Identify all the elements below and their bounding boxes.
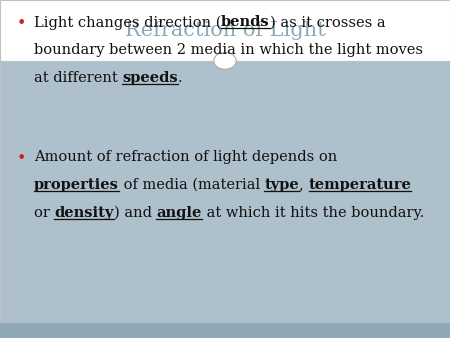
Text: density: density <box>54 206 113 220</box>
Text: of media (material: of media (material <box>119 178 265 192</box>
Text: Amount of refraction of light depends on: Amount of refraction of light depends on <box>34 150 337 164</box>
Text: at which it hits the boundary.: at which it hits the boundary. <box>202 206 424 220</box>
FancyBboxPatch shape <box>0 323 450 338</box>
Text: ) and: ) and <box>113 206 156 220</box>
Text: speeds: speeds <box>122 71 178 84</box>
Text: temperature: temperature <box>309 178 411 192</box>
Text: ,: , <box>299 178 309 192</box>
Text: Light changes direction (: Light changes direction ( <box>34 15 221 30</box>
Text: or: or <box>34 206 54 220</box>
Text: •: • <box>17 150 27 167</box>
Text: properties: properties <box>34 178 119 192</box>
Text: angle: angle <box>156 206 202 220</box>
FancyBboxPatch shape <box>0 0 450 61</box>
Text: ) as it crosses a: ) as it crosses a <box>270 15 385 29</box>
Circle shape <box>214 52 236 69</box>
Text: •: • <box>17 15 27 32</box>
Text: type: type <box>265 178 299 192</box>
Text: .: . <box>178 71 182 84</box>
Text: boundary between 2 media in which the light moves: boundary between 2 media in which the li… <box>34 43 423 57</box>
Text: bends: bends <box>221 15 270 29</box>
FancyBboxPatch shape <box>0 61 450 338</box>
Text: at different: at different <box>34 71 122 84</box>
Text: Refraction of Light: Refraction of Light <box>125 21 325 40</box>
